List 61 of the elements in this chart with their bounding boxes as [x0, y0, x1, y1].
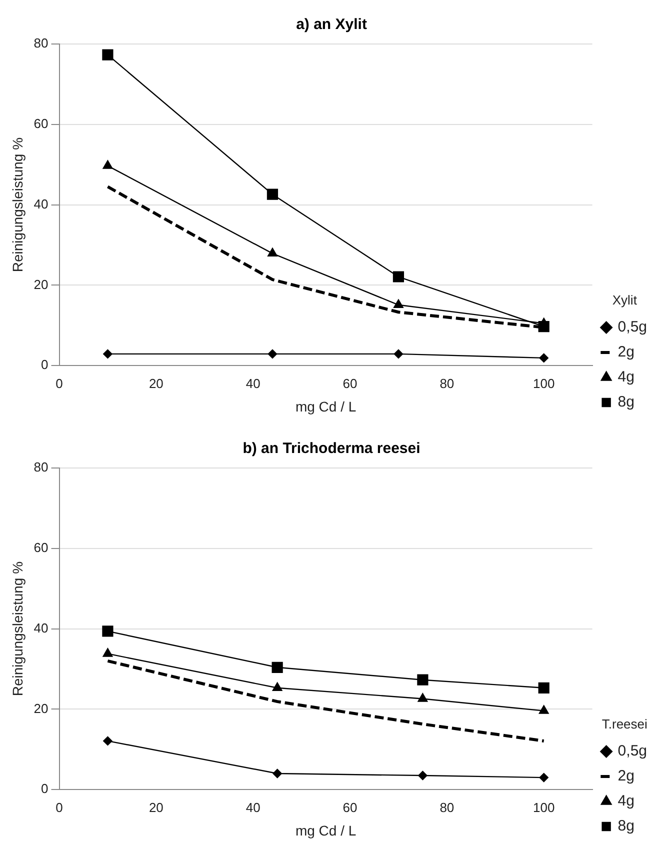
y-tick-label: 80	[34, 460, 48, 475]
y-axis-title: Reinigungsleistung %	[9, 561, 26, 696]
point	[418, 693, 428, 702]
point	[272, 662, 283, 673]
y-tick-label: 0	[41, 781, 48, 796]
legend-title: T.reesei	[602, 716, 648, 732]
y-tick-label: 80	[34, 36, 48, 51]
point	[417, 674, 428, 686]
x-axis-title: mg Cd / L	[295, 398, 356, 414]
x-tick-label: 80	[440, 800, 454, 815]
point	[102, 49, 114, 60]
x-tick-label: 100	[532, 376, 555, 391]
point	[538, 682, 550, 694]
legend-label: 4g	[618, 792, 634, 810]
legend-label: 0,5g	[618, 742, 648, 760]
point	[102, 648, 113, 657]
legend-label: 0,5g	[618, 318, 648, 336]
y-tick-label: 20	[34, 276, 48, 292]
point	[268, 349, 278, 359]
x-tick-label: 40	[246, 800, 260, 815]
chart-title: a) an Xylit	[296, 16, 367, 34]
line-series	[106, 659, 546, 742]
x-tick-label: 20	[148, 800, 164, 815]
x-axis-title: mg Cd / L	[295, 822, 356, 838]
x-tick-label: 60	[342, 376, 358, 391]
point	[418, 770, 428, 780]
point	[103, 349, 112, 359]
point	[538, 705, 549, 714]
y-axis-title: Reinigungsleistung %	[9, 137, 26, 272]
point	[102, 160, 113, 169]
x-tick-label: 40	[246, 376, 260, 391]
y-tick-label: 40	[34, 196, 48, 212]
point	[103, 736, 112, 746]
x-tick-label: 80	[440, 376, 454, 391]
y-tick-label: 60	[34, 116, 48, 131]
point	[539, 353, 548, 363]
y-tick-label: 60	[34, 540, 48, 555]
x-tick-label: 100	[532, 800, 555, 815]
point	[272, 768, 282, 778]
legend-label: 8g	[618, 394, 634, 411]
x-tick-label: 20	[148, 376, 164, 391]
legend-label: 2g	[618, 344, 634, 361]
x-tick-label: 60	[342, 800, 358, 815]
legend-title: Xylit	[612, 292, 638, 308]
point	[394, 299, 404, 308]
point	[272, 682, 282, 691]
point	[392, 271, 404, 282]
point	[268, 248, 278, 257]
legend-label: 4g	[618, 368, 634, 386]
x-tick-label: 0	[56, 376, 63, 391]
point	[394, 349, 404, 359]
y-tick-label: 40	[34, 620, 48, 636]
legend-label: 8g	[618, 818, 634, 835]
point	[539, 772, 548, 782]
y-tick-label: 20	[34, 700, 48, 716]
chart-title: b) an Trichoderma reesei	[242, 440, 420, 458]
y-tick-label: 0	[41, 357, 48, 372]
point	[102, 626, 114, 637]
point	[266, 188, 278, 200]
legend-label: 2g	[618, 768, 634, 785]
x-tick-label: 0	[56, 800, 63, 815]
